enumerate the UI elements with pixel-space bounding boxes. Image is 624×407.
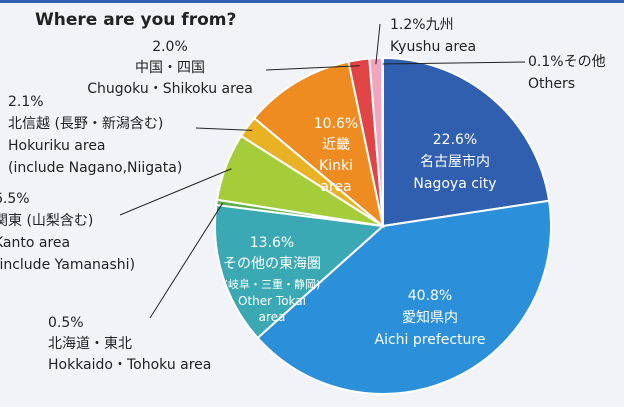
label-text: Others [528, 76, 575, 92]
slice-label: Other Tokai [238, 294, 306, 308]
leader-line [375, 23, 381, 65]
label-text: 1.2% [390, 17, 426, 33]
slice-label: Kyushu area [390, 39, 476, 55]
label-text: Kanto area [0, 235, 70, 251]
slice-label: 近畿 [322, 137, 350, 153]
slice-label: 愛知県内 [402, 309, 458, 326]
slice-label: 22.6% [433, 132, 477, 148]
label-text: その他の東海圏 [223, 256, 321, 272]
leader-line [265, 65, 360, 71]
slice-label: 関東 (山梨含む) [0, 213, 93, 229]
label-text: Aichi prefecture [375, 332, 486, 348]
label-text: Hokkaido・Tohoku area [48, 357, 211, 373]
slice-label: Kanto area [0, 235, 70, 251]
label-text: Kyushu area [390, 39, 476, 55]
slice-label: Kinki [319, 158, 353, 174]
slice-label: Chugoku・Shikoku area [87, 81, 253, 97]
slice-label: (include Nagano,Niigata) [8, 160, 182, 176]
label-text: area [259, 310, 286, 324]
slice-label: 6.5% [0, 191, 30, 207]
pie-slice [382, 56, 551, 228]
label-text: Chugoku・Shikoku area [87, 81, 253, 97]
slice-label: 40.8% [408, 288, 452, 304]
slice-label: 13.6% [250, 235, 294, 251]
label-text: 近畿 [322, 137, 350, 153]
label-text: (include Yamanashi) [0, 257, 135, 273]
chart-title: Where are you from? [35, 10, 236, 30]
label-text: 40.8% [408, 288, 452, 304]
slice-label: 中国・四国 [135, 60, 205, 76]
label-text: 6.5% [0, 191, 30, 207]
label-text: 関東 (山梨含む) [0, 213, 93, 229]
slice-label: 1.2%九州 [390, 17, 454, 33]
label-text: (岐阜・三重・静岡) [224, 277, 321, 291]
label-text: その他 [564, 54, 606, 70]
slice-label: Hokkaido・Tohoku area [48, 357, 211, 373]
slice-label: 10.6% [314, 116, 358, 132]
slice-label: Aichi prefecture [375, 332, 486, 348]
label-text: 22.6% [433, 132, 477, 148]
slice-label: 0.5% [48, 315, 84, 331]
label-text: 名古屋市内 [420, 153, 490, 170]
slice-label: Hokuriku area [8, 138, 106, 154]
label-text: 愛知県内 [402, 309, 458, 326]
slice-label: 名古屋市内 [420, 153, 490, 170]
label-text: Hokuriku area [8, 138, 106, 154]
slice-label: area [320, 179, 351, 195]
label-text: area [320, 179, 351, 195]
leader-line [119, 168, 232, 216]
label-text: Other Tokai [238, 294, 306, 308]
label-text: 北海道・東北 [48, 336, 132, 352]
top-border [0, 0, 624, 3]
slice-label: 北信越 (長野・新潟含む) [8, 116, 163, 132]
pie-slice [380, 56, 384, 227]
slice-label: Others [528, 76, 575, 92]
leader-line [149, 202, 224, 319]
leader-line [195, 127, 253, 131]
slice-label: (岐阜・三重・静岡) [224, 277, 321, 291]
label-text: 中国・四国 [135, 60, 205, 76]
slice-label: 2.0% [152, 39, 188, 55]
label-text: 2.1% [8, 94, 44, 110]
label-text: Nagoya city [413, 176, 496, 192]
slice-label: (include Yamanashi) [0, 257, 135, 273]
label-text: 2.0% [152, 39, 188, 55]
slice-label: area [259, 310, 286, 324]
slice-label: Nagoya city [413, 176, 496, 192]
label-text: (include Nagano,Niigata) [8, 160, 182, 176]
leader-line [382, 61, 526, 65]
label-text: 0.5% [48, 315, 84, 331]
label-text: 北信越 (長野・新潟含む) [8, 116, 163, 132]
pie-slice [256, 199, 552, 395]
slice-label: 2.1% [8, 94, 44, 110]
label-text: 10.6% [314, 116, 358, 132]
slice-label: その他の東海圏 [223, 256, 321, 272]
label-text: 0.1% [528, 54, 564, 70]
label-text: 13.6% [250, 235, 294, 251]
pie-slice [252, 60, 385, 229]
label-text: Kinki [319, 158, 353, 174]
slice-label: 北海道・東北 [48, 336, 132, 352]
label-text: 九州 [426, 17, 454, 33]
slice-label: 0.1%その他 [528, 54, 606, 70]
